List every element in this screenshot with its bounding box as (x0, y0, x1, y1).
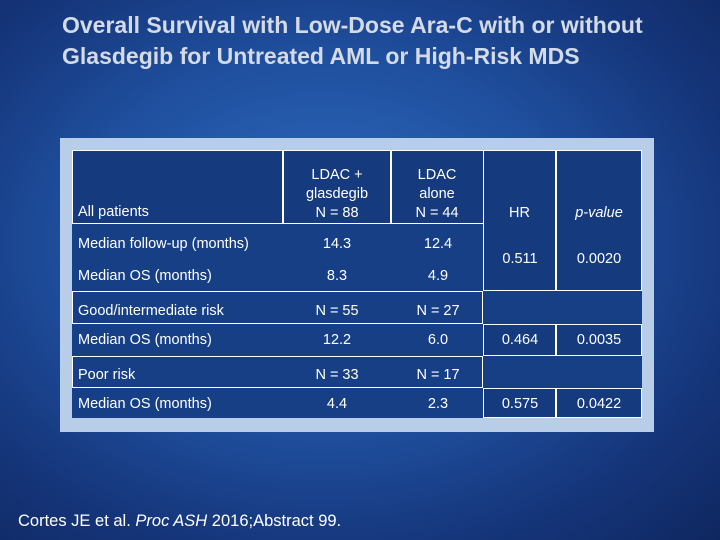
row-value: 14.3 (322, 236, 352, 252)
header-cell-ldac-glasdegib (283, 150, 391, 224)
citation-authors: Cortes JE et al. (18, 512, 136, 530)
citation-rest: 2016;Abstract 99. (207, 512, 342, 530)
subgroup-n: N = 27 (416, 303, 460, 319)
row-value: 2.3 (427, 396, 449, 412)
row-value: 8.3 (326, 268, 348, 284)
header-ldac-alone: LDAC alone N = 44 (391, 166, 483, 223)
subgroup-n: N = 17 (416, 367, 460, 383)
p-value: 0.0422 (576, 396, 622, 412)
header-cell-all-patients (72, 150, 283, 224)
row-value: 12.2 (322, 332, 352, 348)
cell-p-overall (556, 150, 642, 291)
cell-p-good (556, 324, 642, 356)
results-table: All patients LDAC + glasdegib N = 88 LDA… (72, 150, 642, 418)
header-hr: HR (509, 205, 530, 221)
cell-hr-overall (483, 150, 556, 291)
row-label: Median OS (months) (78, 268, 212, 284)
cell-p-poor (556, 388, 642, 418)
cell-hr-good (483, 324, 556, 356)
overall-p: 0.0020 (576, 251, 622, 267)
row-value: 4.4 (326, 396, 348, 412)
header-cell-ldac-alone (391, 150, 492, 224)
row-label: Median OS (months) (78, 332, 212, 348)
header-ldac-alone-line1: LDAC (417, 167, 457, 183)
row-value: 4.9 (427, 268, 449, 284)
header-ldac-alone-line2: alone (419, 186, 455, 202)
header-p-value: p-value (556, 204, 642, 223)
citation: Cortes JE et al. Proc ASH 2016;Abstract … (18, 512, 341, 531)
header-ldac-glasdegib-line1: LDAC + (311, 167, 363, 183)
header-ldac-alone-n: N = 44 (415, 205, 459, 221)
subgroup-label: Poor risk (78, 367, 136, 383)
row-label: Median follow-up (months) (78, 236, 249, 252)
row-label: Median OS (months) (78, 396, 212, 412)
page-title: Overall Survival with Low-Dose Ara-C wit… (62, 12, 643, 69)
cell-hr-poor (483, 388, 556, 418)
subgroup-label: Good/intermediate risk (78, 303, 224, 319)
subgroup-n: N = 55 (315, 303, 359, 319)
header-ldac-glasdegib-n: N = 88 (315, 205, 359, 221)
citation-journal: Proc ASH (135, 512, 208, 530)
row-good-box (72, 291, 483, 324)
header-p-value-text: p-value (575, 205, 623, 221)
hr-value: 0.464 (501, 332, 539, 348)
subgroup-n: N = 33 (315, 367, 359, 383)
header-ldac-glasdegib: LDAC + glasdegib N = 88 (283, 166, 391, 223)
header-all-patients: All patients (78, 204, 149, 220)
overall-hr: 0.511 (502, 251, 538, 267)
hr-value: 0.575 (501, 396, 539, 412)
header-ldac-glasdegib-line2: glasdegib (305, 186, 369, 202)
p-value: 0.0035 (576, 332, 622, 348)
row-value: 12.4 (423, 236, 453, 252)
row-poor-box (72, 356, 483, 388)
row-value: 6.0 (427, 332, 449, 348)
